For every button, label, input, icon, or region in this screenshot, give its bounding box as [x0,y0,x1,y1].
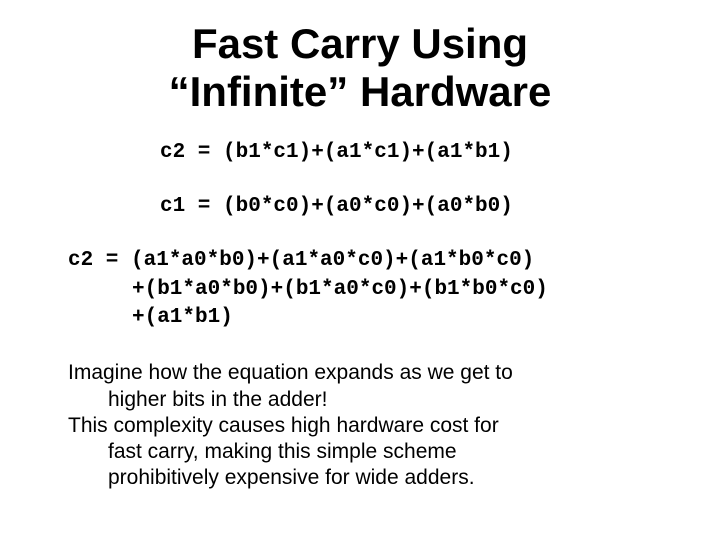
body-paragraphs: Imagine how the equation expands as we g… [68,360,660,491]
equation-c1: c1 = (b0*c0)+(a0*c0)+(a0*b0) [160,193,660,221]
slide-title: Fast Carry Using “Infinite” Hardware [60,20,660,117]
equation-c2-short: c2 = (b1*c1)+(a1*c1)+(a1*b1) [160,139,660,167]
title-line-2: “Infinite” Hardware [60,68,660,116]
para1-line1: Imagine how the equation expands as we g… [68,360,660,386]
eq3-line3: +(a1*b1) [132,304,660,332]
title-line-1: Fast Carry Using [60,20,660,68]
para1-line2: higher bits in the adder! [108,387,660,413]
eq3-line1: c2 = (a1*a0*b0)+(a1*a0*c0)+(a1*b0*c0) [68,247,660,275]
eq1-text: c2 = (b1*c1)+(a1*c1)+(a1*b1) [160,139,660,167]
eq3-line2: +(b1*a0*b0)+(b1*a0*c0)+(b1*b0*c0) [132,276,660,304]
para2-line2: fast carry, making this simple scheme [108,439,660,465]
para2-line3: prohibitively expensive for wide adders. [108,465,660,491]
para2-line1: This complexity causes high hardware cos… [68,413,660,439]
equation-c2-expanded: c2 = (a1*a0*b0)+(a1*a0*c0)+(a1*b0*c0) +(… [68,247,660,332]
eq2-text: c1 = (b0*c0)+(a0*c0)+(a0*b0) [160,193,660,221]
